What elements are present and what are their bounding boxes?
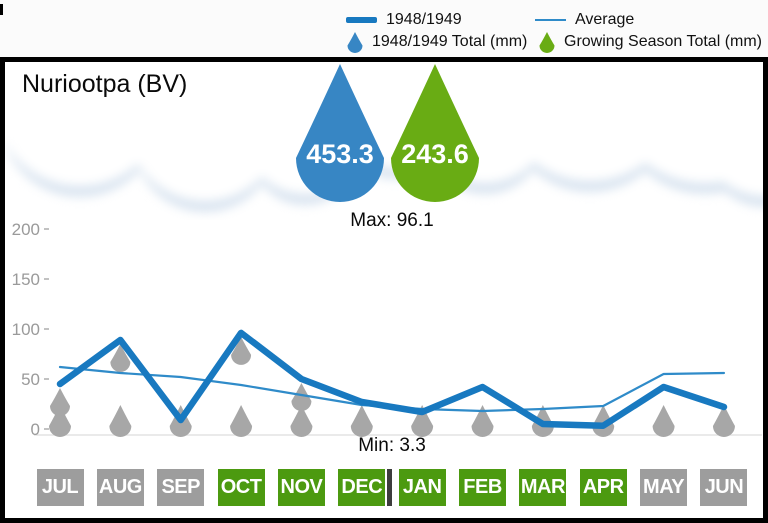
month-tile-jul[interactable]: JUL (37, 469, 84, 506)
rainfall-line-chart: 0 50 100 150 200 (0, 205, 768, 465)
year-divider (387, 469, 392, 506)
legend-label-growing-total: Growing Season Total (mm) (564, 33, 762, 51)
season-total-droplets: 453.3 243.6 (285, 60, 495, 208)
y-tick-label: 0 (31, 420, 40, 439)
max-annotation: Max: 96.1 (287, 210, 497, 232)
legend-swatch-1948-line (346, 17, 377, 23)
legend-item-average: Average (535, 9, 634, 31)
month-tile-dec[interactable]: DEC (338, 469, 385, 506)
month-tile-apr[interactable]: APR (580, 469, 627, 506)
legend-swatch-average-line (535, 19, 566, 21)
month-tile-jan[interactable]: JAN (399, 469, 446, 506)
month-tile-aug[interactable]: AUG (97, 469, 144, 506)
screen-edge-mark (0, 4, 3, 15)
station-title: Nuriootpa (BV) (22, 70, 187, 99)
rain-drip-icon (50, 388, 70, 416)
month-tile-mar[interactable]: MAR (519, 469, 566, 506)
legend-item-1948: 1948/1949 (346, 9, 462, 31)
rain-drip-icon (109, 405, 131, 437)
rain-drip-icon (230, 405, 252, 437)
season-1948-line (60, 333, 724, 426)
growing-total-droplet (391, 64, 479, 202)
annual-total-droplet (296, 64, 384, 202)
legend-label-1948-total: 1948/1949 Total (mm) (372, 33, 527, 51)
legend-label-average: Average (575, 11, 634, 29)
growing-total-value: 243.6 (401, 139, 469, 169)
green-droplet-icon (539, 31, 555, 54)
legend-item-1948-total: 1948/1949 Total (mm) (347, 31, 527, 53)
month-tile-nov[interactable]: NOV (278, 469, 325, 506)
y-tick-label: 100 (12, 320, 40, 339)
y-tick-label: 50 (21, 370, 40, 389)
month-tile-may[interactable]: MAY (640, 469, 687, 506)
blue-droplet-icon (347, 31, 363, 54)
month-tile-oct[interactable]: OCT (218, 469, 265, 506)
y-tick-label: 150 (12, 270, 40, 289)
rain-drip-icon (653, 405, 675, 437)
legend-label-1948: 1948/1949 (386, 11, 462, 29)
month-tile-sep[interactable]: SEP (157, 469, 204, 506)
month-tile-feb[interactable]: FEB (459, 469, 506, 506)
rainfall-app: 1948/1949 Average 1948/1949 Total (mm) G… (0, 0, 768, 523)
min-annotation: Min: 3.3 (287, 435, 497, 457)
month-tile-jun[interactable]: JUN (700, 469, 747, 506)
y-tick-label: 200 (12, 220, 40, 239)
legend-item-growing-total: Growing Season Total (mm) (539, 31, 762, 53)
month-selector: JUL AUG SEP OCT NOV DEC JAN FEB MAR APR MAY JUN (0, 469, 768, 506)
annual-total-value: 453.3 (306, 139, 374, 169)
rain-drip-icon (351, 405, 373, 437)
